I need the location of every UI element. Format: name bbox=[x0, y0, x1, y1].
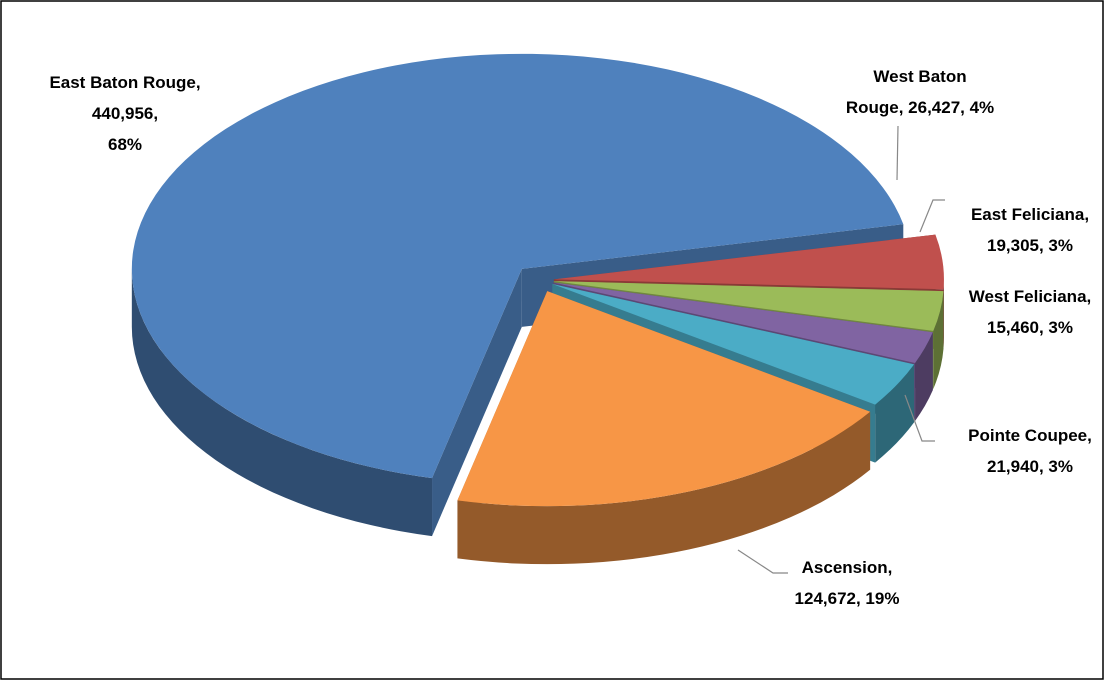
data-labels: West Baton Rouge, 26,427, 4% East Felician… bbox=[49, 67, 1091, 608]
data-label: Ascension, 124,672, 19% bbox=[795, 558, 900, 608]
slice-wall bbox=[915, 332, 933, 421]
data-label: East Feliciana, 19,305, 3% bbox=[971, 205, 1089, 255]
slice-side bbox=[432, 268, 522, 537]
label-line: Rouge, 26,427, 4% bbox=[846, 98, 994, 117]
leader-line bbox=[737, 549, 788, 574]
slice bbox=[553, 281, 944, 331]
slice bbox=[457, 291, 871, 507]
label-line: Pointe Coupee, bbox=[968, 426, 1092, 445]
slice-wall bbox=[131, 268, 433, 537]
data-label: West Feliciana, 15,460, 3% bbox=[969, 287, 1092, 337]
label-line: 68% bbox=[108, 135, 142, 154]
slice bbox=[553, 282, 933, 363]
leader-line bbox=[919, 199, 945, 233]
label-line: Ascension, bbox=[802, 558, 893, 577]
slice bbox=[553, 234, 944, 290]
label-line: 124,672, 19% bbox=[795, 589, 900, 608]
leader-line bbox=[896, 125, 899, 181]
label-line: East Feliciana, bbox=[971, 205, 1089, 224]
label-line: East Baton Rouge, bbox=[49, 73, 200, 92]
leader-line bbox=[904, 394, 935, 442]
label-line: 21,940, 3% bbox=[987, 457, 1073, 476]
label-line: 440,956, bbox=[92, 104, 158, 123]
slice-wall bbox=[933, 291, 944, 389]
pie bbox=[131, 53, 944, 565]
slice-wall bbox=[457, 411, 871, 565]
label-line: 19,305, 3% bbox=[987, 236, 1073, 255]
slice bbox=[131, 53, 904, 479]
data-label: West Baton Rouge, 26,427, 4% bbox=[846, 67, 994, 117]
data-label: Pointe Coupee, 21,940, 3% bbox=[968, 426, 1092, 476]
data-label: East Baton Rouge, 440,956, 68% bbox=[49, 73, 200, 154]
label-line: West Baton bbox=[873, 67, 966, 86]
label-line: West Feliciana, bbox=[969, 287, 1092, 306]
slice-wall bbox=[875, 364, 915, 463]
slice bbox=[552, 283, 915, 405]
label-line: 15,460, 3% bbox=[987, 318, 1073, 337]
